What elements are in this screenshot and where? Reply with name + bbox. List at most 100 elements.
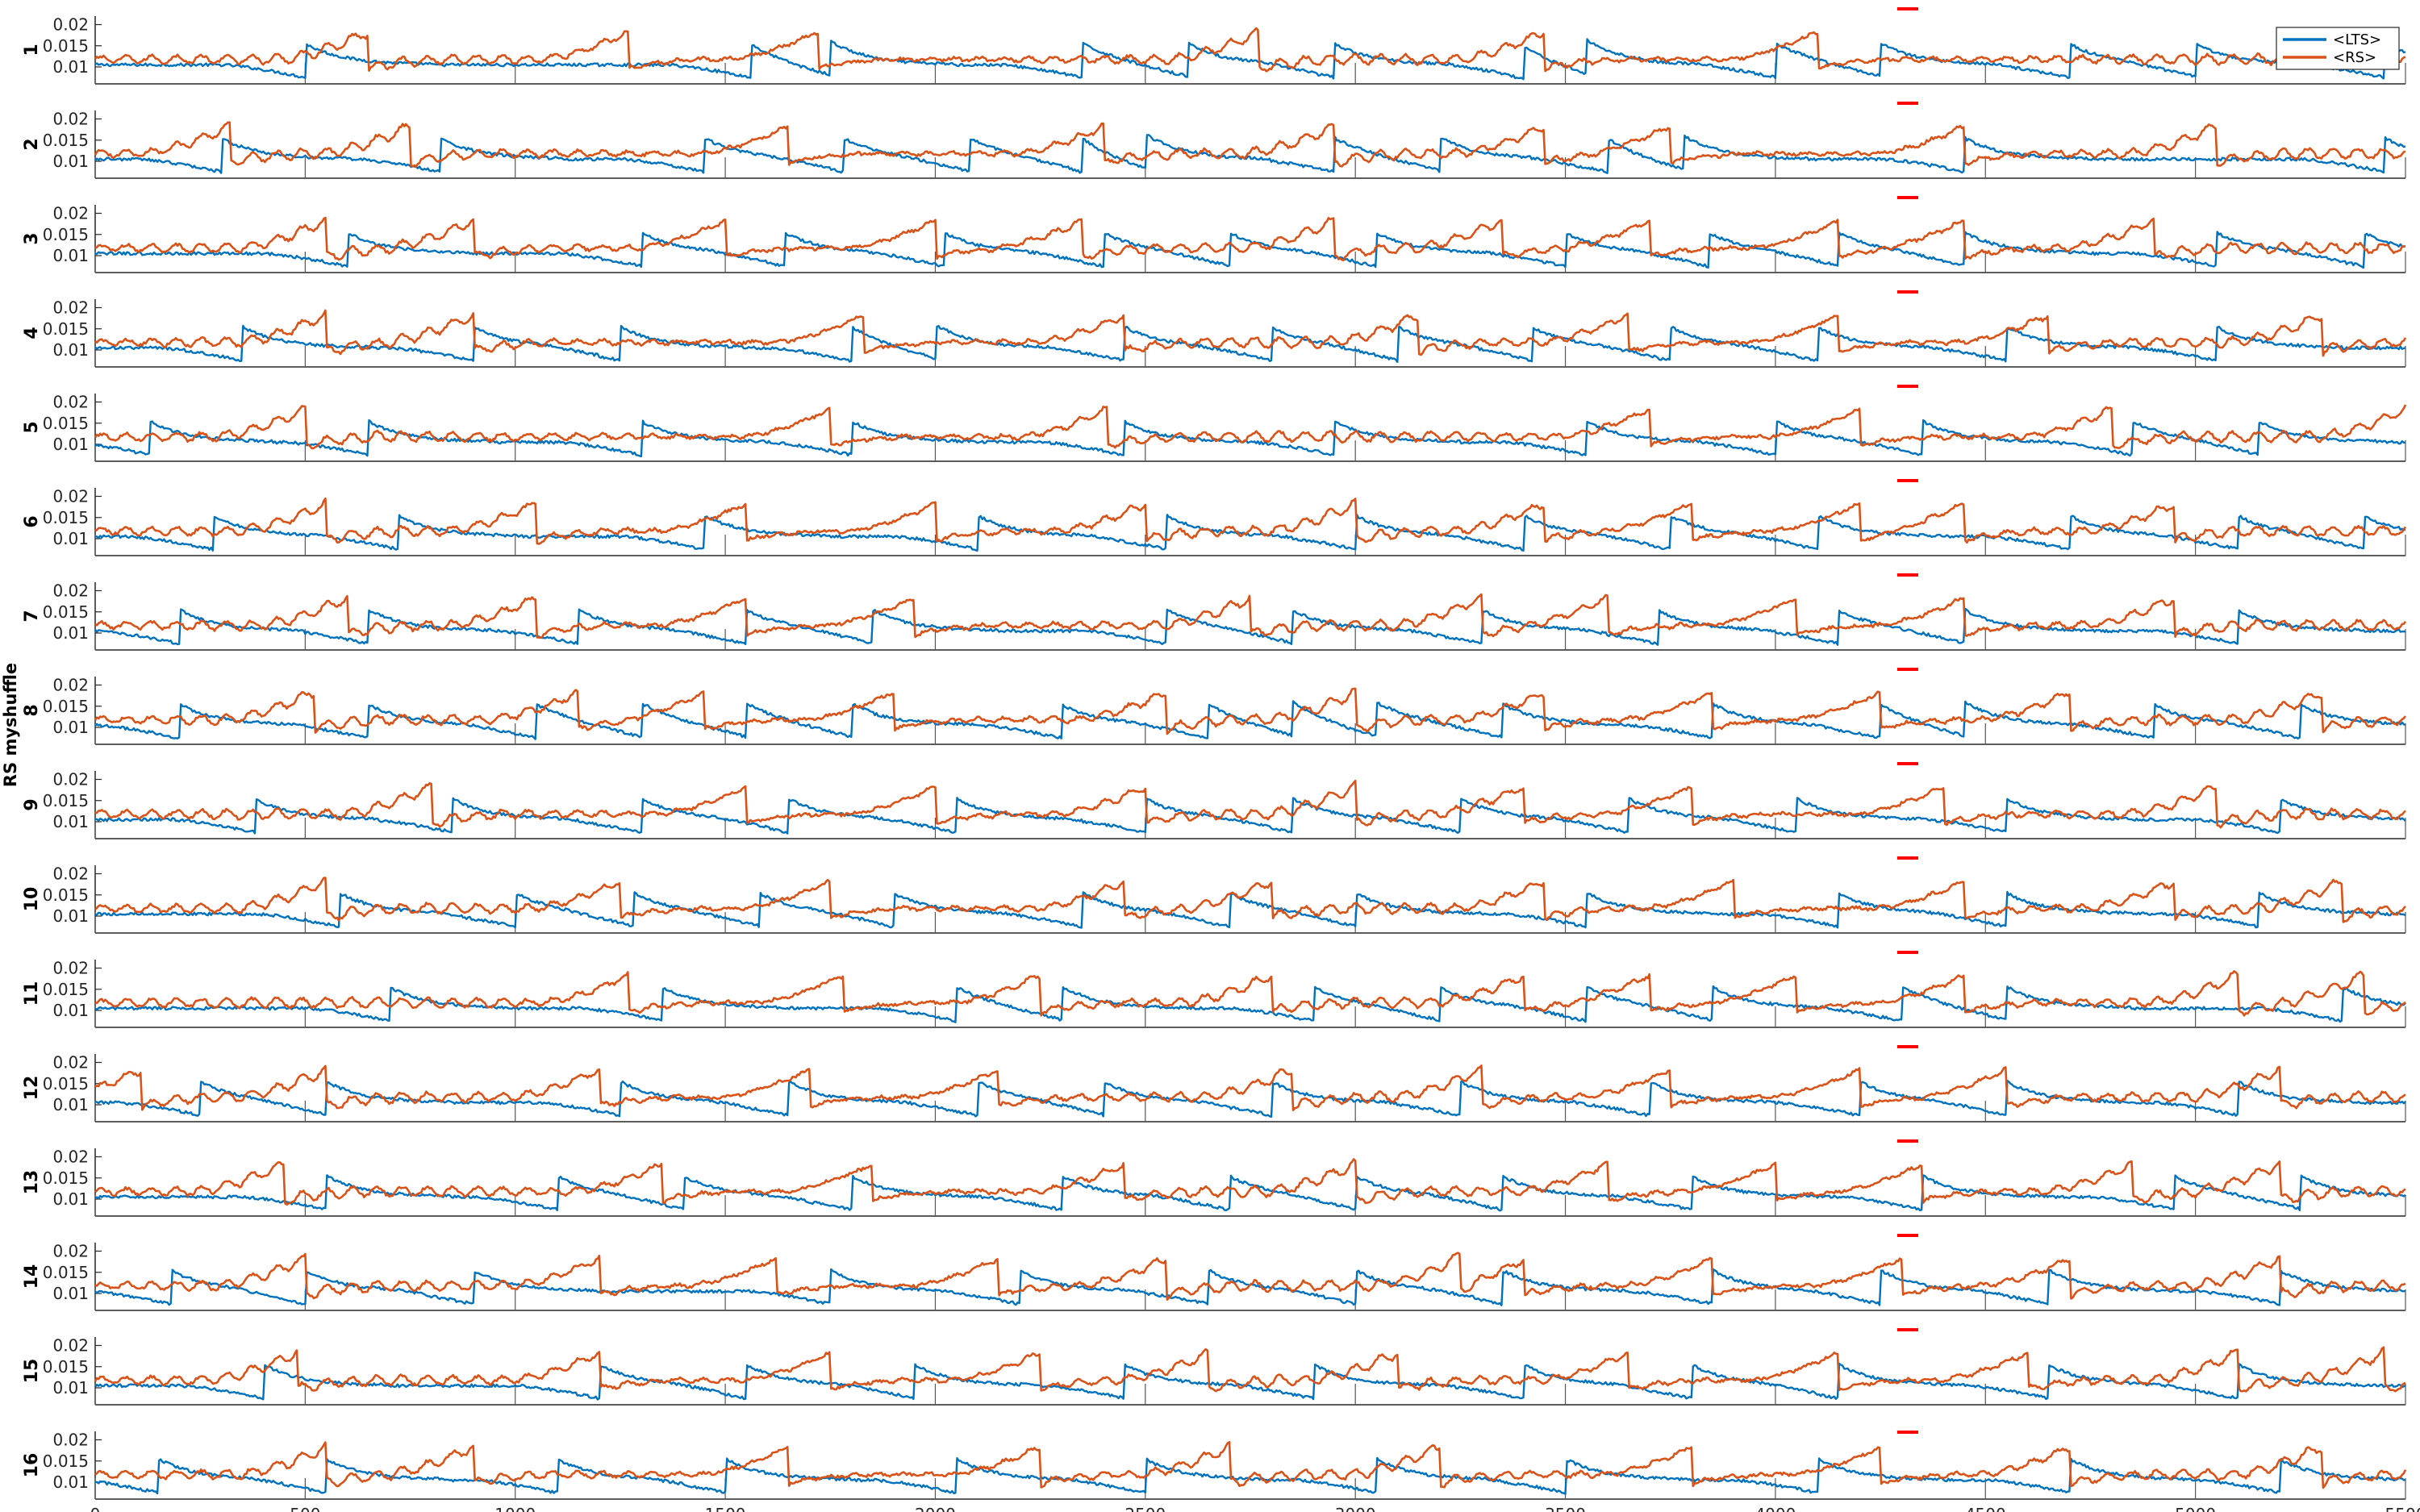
series-line-rs	[94, 1158, 2406, 1206]
y-tick-label: 0.02	[52, 959, 89, 978]
y-tick-label: 0.01	[52, 1378, 89, 1397]
y-tick-label: 0.02	[52, 581, 89, 601]
panel-2: 0.01 0.015 0.02 2	[22, 102, 2406, 179]
panel-5: 0.01 0.015 0.02 5	[22, 385, 2407, 462]
y-tick-label: 0.01	[52, 340, 89, 360]
series-line-lts	[94, 797, 2406, 835]
panel-label: 4	[22, 327, 42, 339]
y-tick-label: 0.02	[52, 1148, 89, 1167]
series-line-lts	[94, 890, 2406, 929]
y-tick-label: 0.015	[43, 697, 89, 716]
y-tick-label: 0.01	[52, 1472, 89, 1492]
series-line-lts	[94, 134, 2406, 174]
y-tick-label: 0.01	[52, 718, 89, 737]
series-line-lts	[94, 1456, 2406, 1495]
panel-label: 14	[22, 1264, 42, 1289]
y-tick-label: 0.02	[52, 864, 89, 884]
y-tick-label: 0.02	[52, 393, 89, 412]
series-line-rs	[94, 27, 2406, 73]
series-line-rs	[94, 121, 2406, 169]
y-tick-label: 0.01	[52, 1284, 89, 1303]
panel-14: 0.01 0.015 0.02 14	[22, 1234, 2406, 1311]
series-line-lts	[94, 1079, 2406, 1118]
panel-label: 2	[22, 138, 42, 150]
y-tick-label: 0.01	[52, 906, 89, 926]
y-tick-label: 0.015	[43, 225, 89, 244]
panel-6: 0.01 0.015 0.02 6	[22, 479, 2407, 556]
y-axis-label: RS myshuffle	[1, 663, 20, 787]
series-line-rs	[94, 309, 2407, 357]
panel-3: 0.01 0.015 0.02 3	[22, 196, 2406, 273]
panel-label: 5	[22, 421, 42, 433]
y-tick-label: 0.02	[52, 1336, 89, 1356]
y-tick-label: 0.02	[52, 770, 89, 789]
x-tick-label: 1000	[494, 1505, 536, 1512]
series-line-lts	[94, 419, 2406, 458]
series-line-lts	[94, 1268, 2406, 1306]
x-tick-label: 5500	[2385, 1505, 2420, 1512]
series-line-rs	[94, 1441, 2407, 1489]
legend-box	[2276, 27, 2400, 70]
y-tick-label: 0.02	[52, 1053, 89, 1073]
y-tick-label: 0.015	[43, 1074, 89, 1093]
y-tick-label: 0.015	[43, 1168, 89, 1188]
y-tick-label: 0.015	[43, 36, 89, 56]
y-tick-label: 0.015	[43, 414, 89, 433]
panel-label: 8	[22, 704, 42, 716]
x-tick-label: 4500	[1965, 1505, 2006, 1512]
y-tick-label: 0.015	[43, 131, 89, 150]
y-tick-label: 0.02	[52, 110, 89, 129]
series-line-lts	[94, 514, 2406, 552]
panel-label: 12	[22, 1076, 42, 1101]
y-tick-label: 0.01	[52, 246, 89, 265]
x-tick-label: 1500	[705, 1505, 746, 1512]
legend-label: <RS>	[2333, 49, 2376, 66]
x-tick-label: 500	[290, 1505, 320, 1512]
y-tick-label: 0.01	[52, 1001, 89, 1020]
panel-label: 6	[22, 515, 42, 527]
panel-label: 13	[22, 1170, 42, 1195]
y-tick-label: 0.01	[52, 152, 89, 171]
legend: <LTS><RS>	[2276, 27, 2400, 70]
panel-11: 0.01 0.015 0.02 11	[22, 951, 2406, 1028]
series-line-rs	[94, 497, 2407, 545]
series-line-rs	[94, 687, 2407, 735]
x-tick-label: 3000	[1335, 1505, 1376, 1512]
series-line-rs	[94, 1064, 2406, 1111]
y-tick-label: 0.015	[43, 885, 89, 905]
series-line-rs	[94, 1346, 2406, 1393]
panel-label: 9	[22, 798, 42, 810]
series-line-rs	[94, 970, 2406, 1017]
y-tick-label: 0.02	[52, 1431, 89, 1450]
y-tick-label: 0.02	[52, 1242, 89, 1261]
y-tick-label: 0.015	[43, 319, 89, 339]
x-tick-label: 2500	[1124, 1505, 1166, 1512]
panel-label: 3	[22, 232, 42, 244]
x-tick-label: 2000	[915, 1505, 956, 1512]
series-line-lts	[94, 38, 2406, 81]
series-line-lts	[94, 607, 2406, 646]
panel-label: 16	[22, 1453, 42, 1478]
y-tick-label: 0.01	[52, 1095, 89, 1114]
series-line-lts	[94, 1362, 2406, 1401]
x-tick-label: 4000	[1754, 1505, 1796, 1512]
y-tick-label: 0.02	[52, 298, 89, 318]
series-line-rs	[94, 404, 2407, 450]
x-tick-label: 5000	[2175, 1505, 2216, 1512]
y-tick-label: 0.02	[52, 204, 89, 223]
y-tick-label: 0.015	[43, 1452, 89, 1471]
y-tick-label: 0.02	[52, 487, 89, 506]
y-tick-label: 0.015	[43, 1263, 89, 1282]
y-tick-label: 0.01	[52, 1189, 89, 1209]
panel-label: 11	[22, 981, 42, 1006]
y-tick-label: 0.015	[43, 980, 89, 999]
y-tick-label: 0.015	[43, 602, 89, 622]
y-tick-label: 0.01	[52, 812, 89, 831]
series-line-lts	[94, 324, 2406, 364]
panel-16: 0.010.015 0.02 16	[22, 1431, 2407, 1500]
y-tick-label: 0.01	[52, 57, 89, 77]
